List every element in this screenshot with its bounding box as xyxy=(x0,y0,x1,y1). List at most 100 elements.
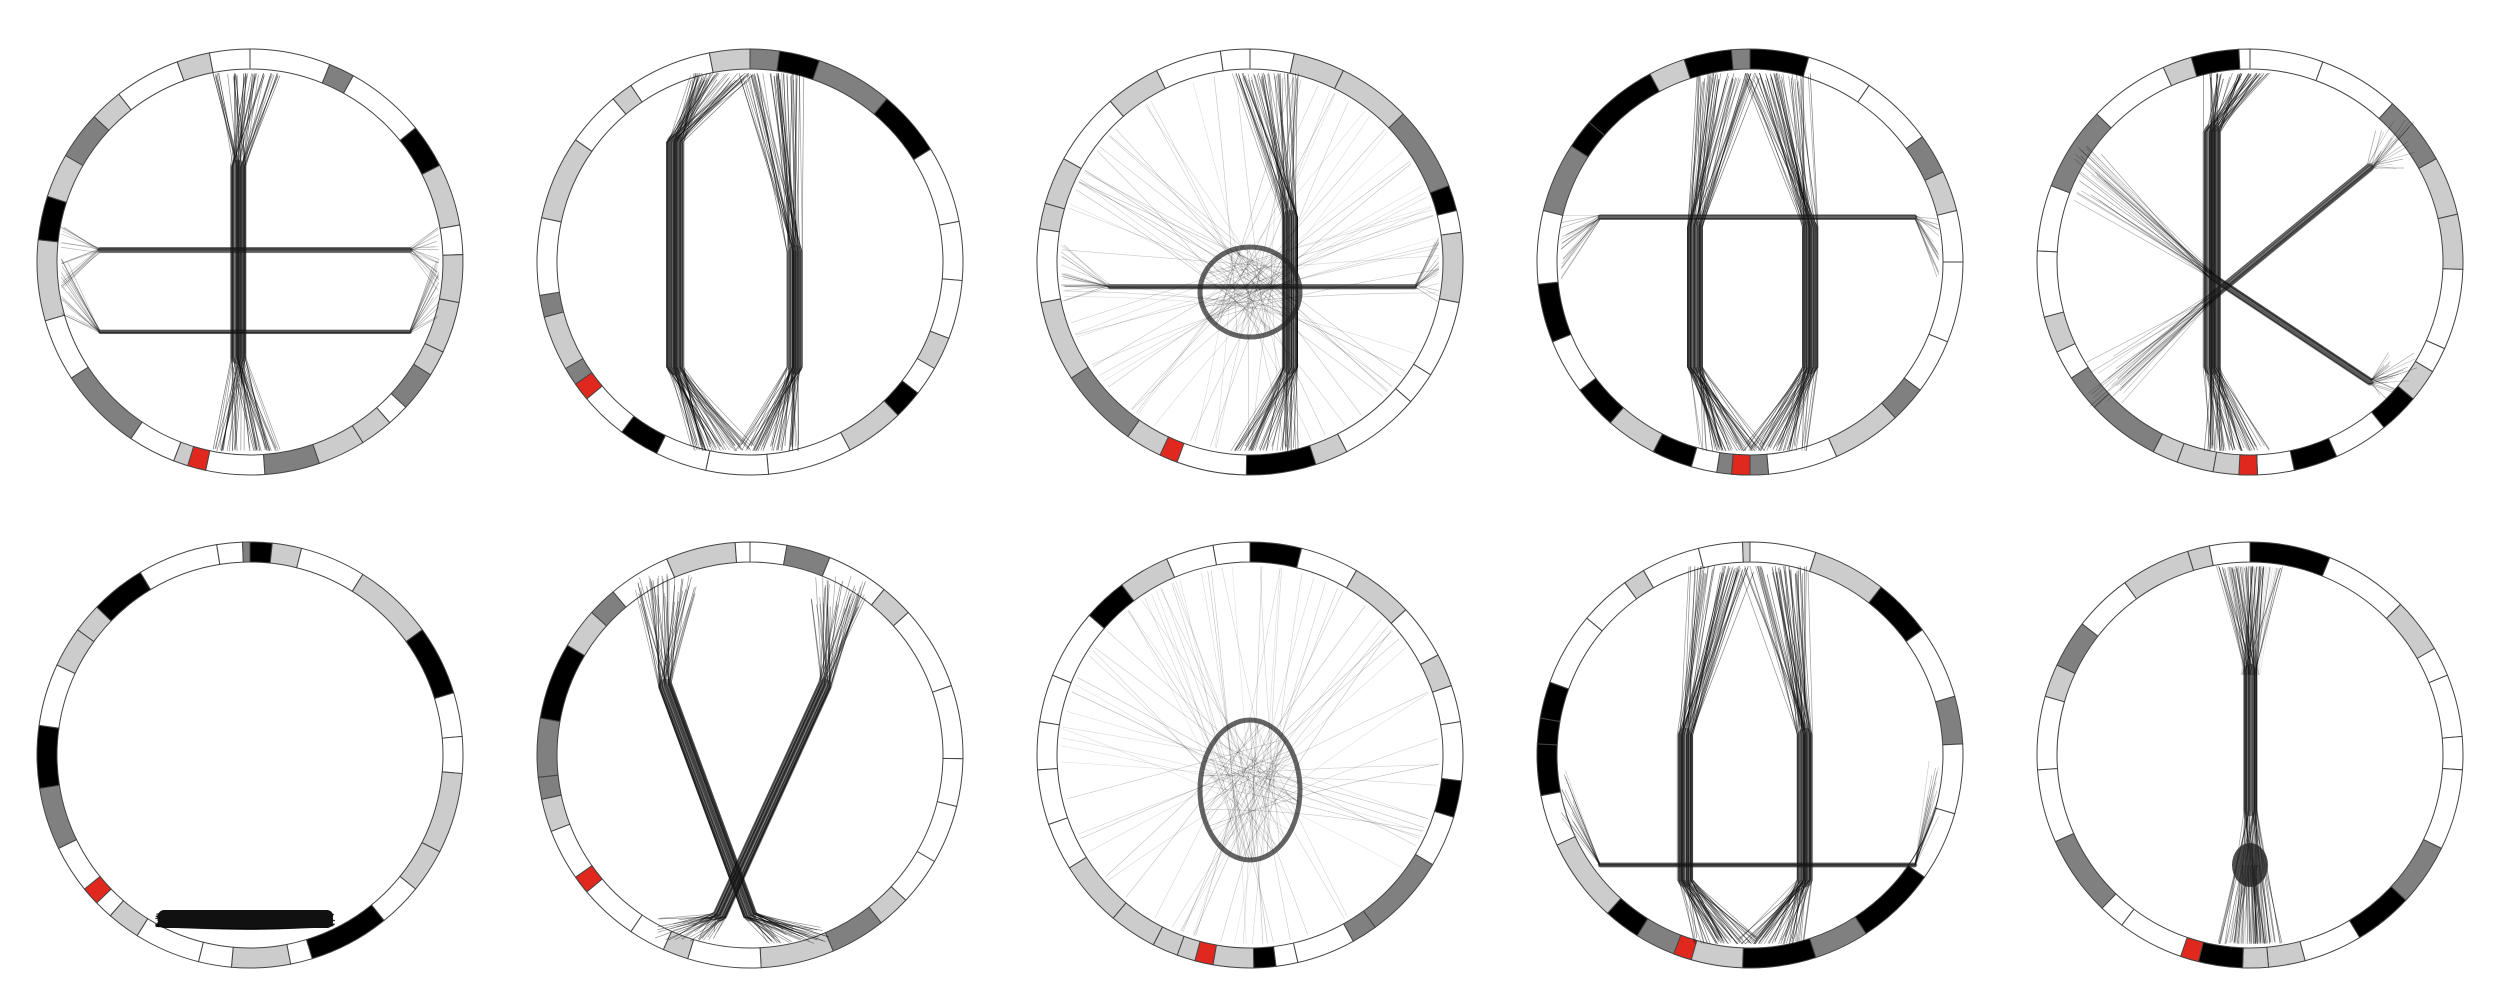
ring-segment xyxy=(2378,103,2437,170)
ring-segment xyxy=(1438,231,1464,304)
ring-segment xyxy=(2428,674,2463,739)
link-chord xyxy=(1075,281,1299,336)
link-chord xyxy=(1192,723,1267,936)
link-chord xyxy=(61,259,440,333)
link-chord xyxy=(1805,73,1819,451)
link-chord xyxy=(1216,258,1312,441)
link-chord xyxy=(1238,90,1331,336)
ring-segment xyxy=(912,148,960,226)
link-chord xyxy=(2227,567,2245,676)
link-chord xyxy=(2256,566,2260,676)
link-chord xyxy=(1561,217,1940,244)
glyph-links-! xyxy=(2216,565,2283,945)
link-chord xyxy=(1563,218,1940,275)
link-chord xyxy=(1208,85,1319,318)
link-chord xyxy=(1767,82,1819,447)
ring-segment xyxy=(1333,69,1404,129)
ring-segment xyxy=(424,298,460,353)
link-chord xyxy=(1228,251,1392,388)
link-chord xyxy=(1084,170,1295,313)
ring-segment xyxy=(70,366,143,440)
link-chord xyxy=(1221,568,1285,842)
link-chord xyxy=(61,227,438,264)
link-chord xyxy=(702,577,825,939)
link-chord xyxy=(1154,719,1253,919)
link-chord xyxy=(1078,181,1272,333)
ring-segment xyxy=(2050,113,2112,194)
link-chord xyxy=(681,589,851,940)
link-chord xyxy=(1561,786,1932,865)
link-chord xyxy=(2232,566,2250,676)
link-chord xyxy=(1259,566,1280,847)
ring-segment xyxy=(269,542,303,569)
ring-segment xyxy=(216,541,244,565)
ring-segment xyxy=(824,906,882,952)
link-chord xyxy=(1182,726,1272,932)
link-chord xyxy=(2115,121,2415,369)
link-chord xyxy=(1203,763,1420,839)
ring-segment xyxy=(36,724,60,789)
link-chord xyxy=(1560,219,1934,278)
ring-segment xyxy=(1536,743,1562,797)
link-chord xyxy=(1572,808,1937,867)
link-chord xyxy=(699,584,841,937)
link-chord xyxy=(2237,566,2252,676)
link-chord xyxy=(1255,100,1350,337)
ring-segment xyxy=(2289,437,2338,471)
glyph-panel-6 xyxy=(36,541,464,969)
link-chord xyxy=(1210,196,1428,320)
link-chord xyxy=(2203,73,2234,451)
link-chord xyxy=(63,252,440,281)
link-chord xyxy=(62,251,438,287)
link-chord xyxy=(1108,760,1296,881)
ring-segment xyxy=(96,571,152,622)
link-chord xyxy=(1235,248,1362,416)
link-chord xyxy=(61,277,438,334)
ring-segment xyxy=(1345,569,1407,625)
link-chord xyxy=(1561,806,1938,864)
ring-segment xyxy=(208,48,251,74)
glyph-panel-9 xyxy=(1536,541,1964,969)
link-chord xyxy=(1070,254,1278,324)
link-chord xyxy=(60,258,434,333)
link-chord xyxy=(1103,276,1298,382)
link-chord xyxy=(2251,566,2257,676)
link-chord xyxy=(1200,572,1247,860)
link-chord xyxy=(668,593,773,929)
ring-segment xyxy=(296,547,364,593)
ring-segment xyxy=(57,838,125,917)
ring-segment xyxy=(2036,250,2065,318)
ring-segment xyxy=(1854,865,1926,935)
link-chord xyxy=(1156,590,1242,859)
glyph-panel-3 xyxy=(1036,48,1464,476)
link-chord xyxy=(1214,740,1416,846)
link-chord xyxy=(245,75,281,450)
link-chord xyxy=(1190,257,1283,442)
ring-segment xyxy=(1588,73,1661,137)
link-chord xyxy=(2237,566,2260,676)
link-chord xyxy=(1564,766,1940,865)
link-chord xyxy=(1236,248,1326,436)
link-chord xyxy=(1205,237,1438,313)
ring-segment xyxy=(1252,946,1277,969)
ring-segment xyxy=(916,801,958,863)
link-chord xyxy=(2234,566,2247,676)
link-chord xyxy=(1201,280,1405,372)
link-chord xyxy=(60,272,440,334)
ring-segment xyxy=(541,139,593,223)
link-chord xyxy=(2244,566,2249,676)
link-chord xyxy=(2231,566,2254,676)
link-chord xyxy=(1061,249,1293,269)
link-chord xyxy=(62,230,439,284)
link-chord xyxy=(1226,251,1389,392)
link-chord xyxy=(1562,215,1939,260)
glyph-links-t xyxy=(60,72,440,452)
link-chord xyxy=(1131,269,1294,410)
link-chord xyxy=(1561,218,1934,265)
ring-segment xyxy=(1683,49,1734,80)
link-chord xyxy=(698,602,829,942)
ring-segment xyxy=(1539,681,1570,723)
link-chord xyxy=(2080,149,2384,381)
ring-segment xyxy=(873,98,932,161)
ring-segment xyxy=(1044,158,1082,210)
